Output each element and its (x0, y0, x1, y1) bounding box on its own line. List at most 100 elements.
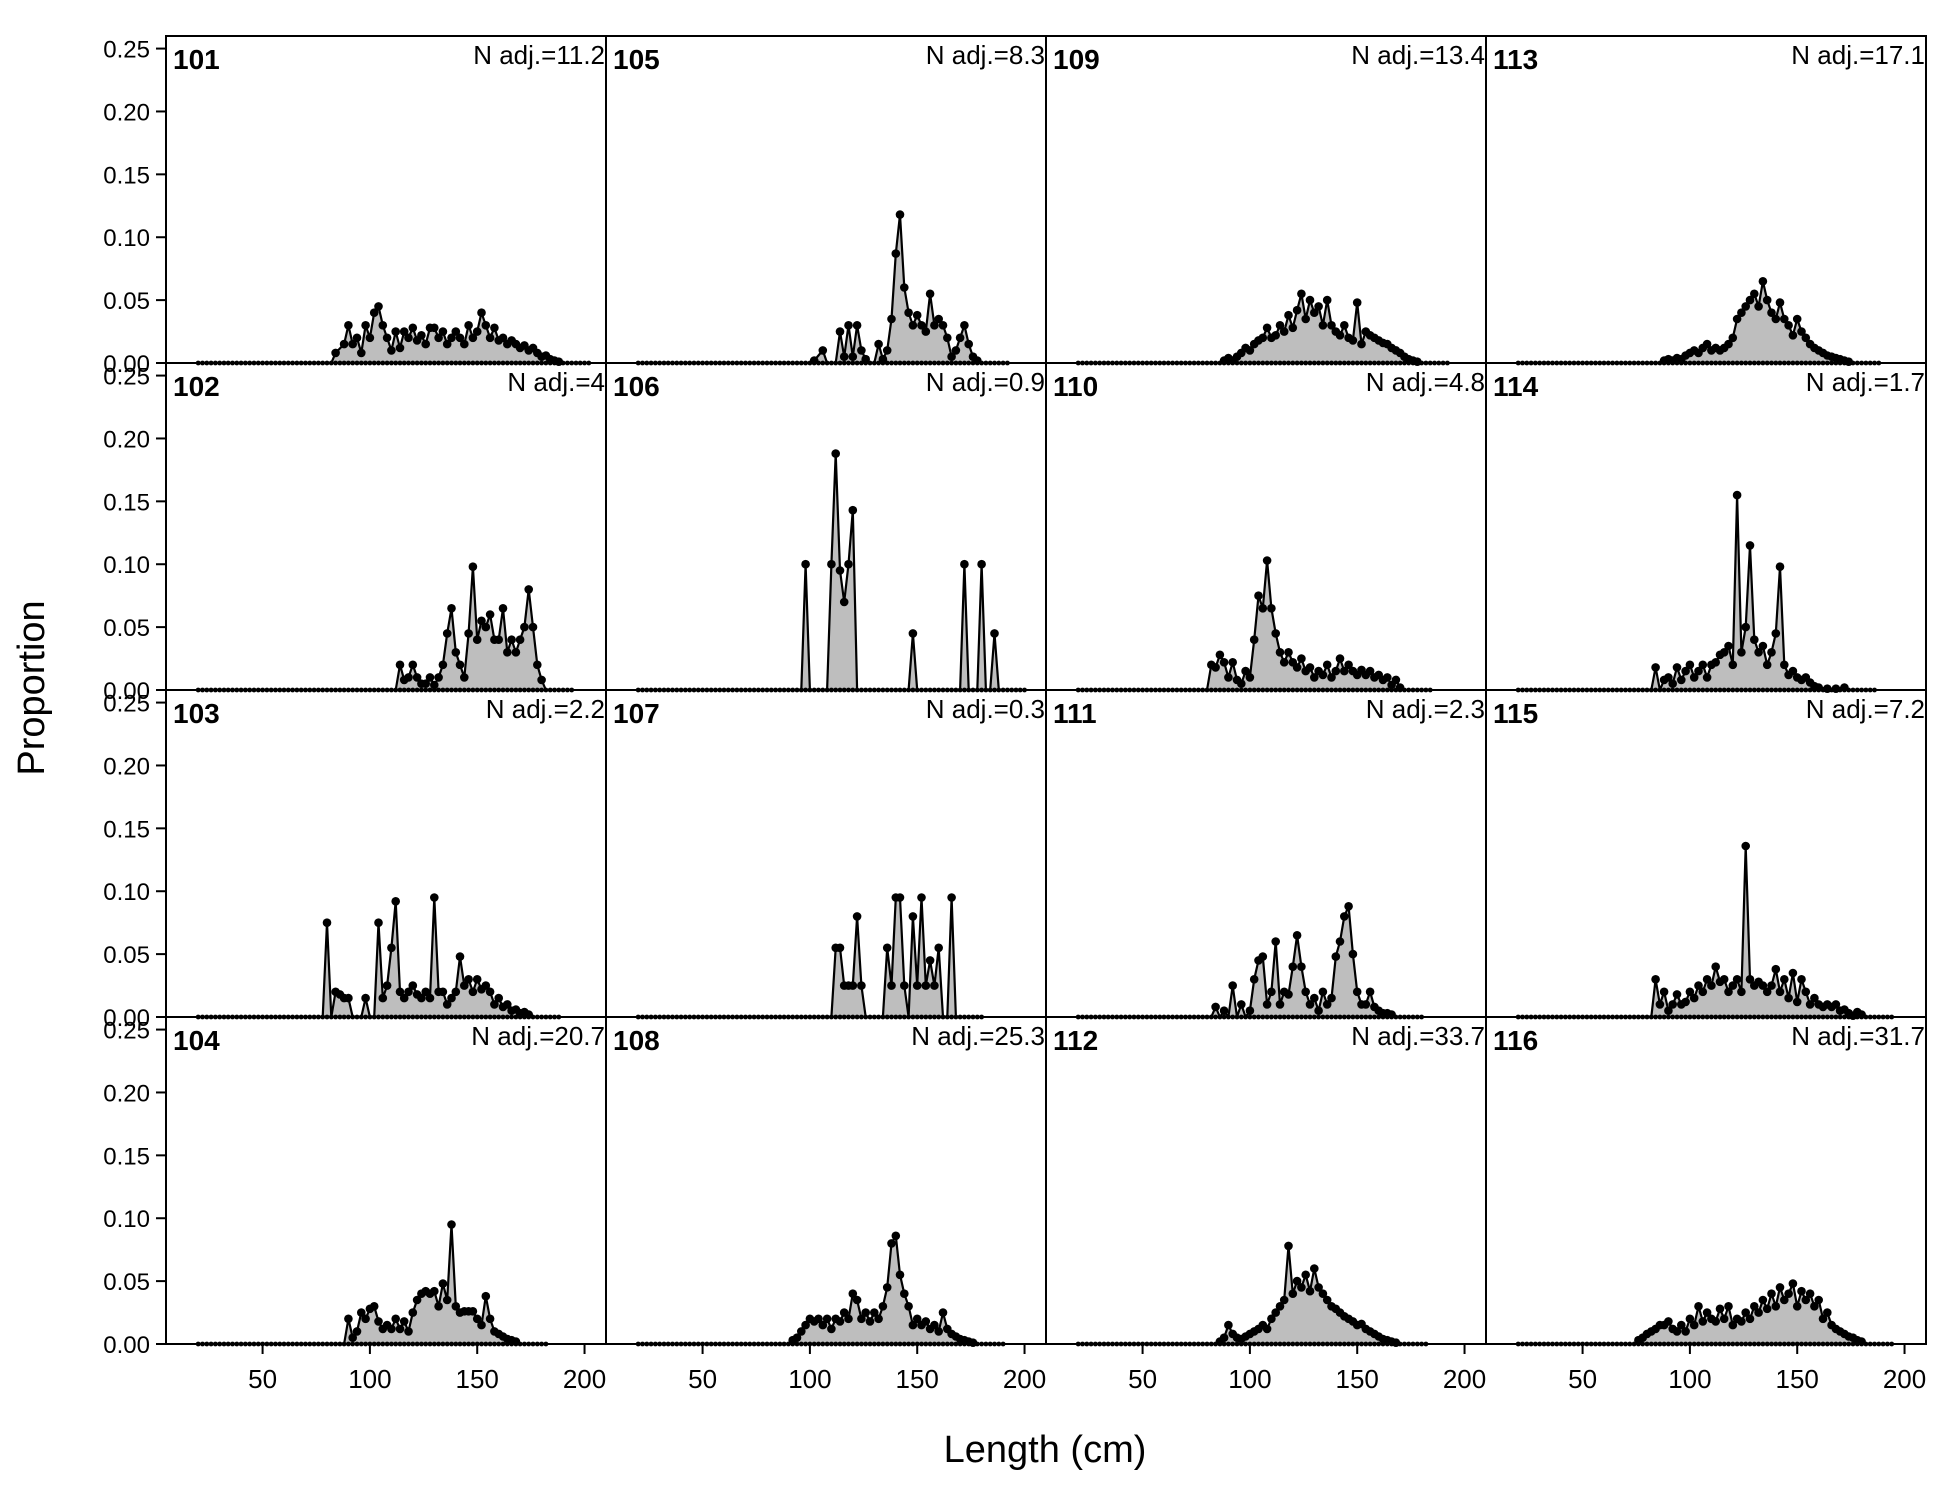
data-point (447, 333, 456, 343)
y-axis-title: Proportion (11, 600, 53, 775)
data-point (369, 308, 379, 318)
panel-label: 112 (1053, 1025, 1098, 1056)
data-points-109 (1219, 289, 1422, 367)
panel-annotation: N adj.=17.1 (1791, 40, 1925, 70)
data-point (848, 1289, 858, 1298)
data-point (1659, 987, 1669, 997)
data-point (1288, 323, 1298, 333)
data-point (839, 352, 849, 362)
data-point (1745, 975, 1755, 984)
data-point (382, 333, 392, 343)
data-point (1305, 295, 1315, 305)
data-point (1352, 298, 1362, 307)
data-point (460, 981, 469, 990)
panel-label: 104 (173, 1025, 220, 1056)
panel-annotation: N adj.=11.2 (473, 40, 605, 70)
data-point (481, 1291, 491, 1301)
data-point (835, 943, 845, 953)
panel-108: 108 N adj.=25.3 (605, 1016, 1047, 1347)
data-point (460, 339, 469, 349)
data-point (1719, 975, 1729, 984)
data-point (1771, 629, 1781, 638)
y-tick-label: 0.20 (103, 99, 150, 126)
data-point (1275, 648, 1285, 657)
data-point (1788, 666, 1798, 676)
data-point (1711, 658, 1720, 667)
panel-103: 103 N adj.=2.2 (165, 689, 607, 1020)
data-point (1801, 1295, 1811, 1305)
data-point (361, 321, 370, 330)
panel-frame-112 (1045, 1016, 1487, 1345)
panel-annotation: N adj.=1.7 (1806, 367, 1925, 397)
y-tick-label: 0.00 (103, 678, 150, 705)
data-point (404, 987, 413, 997)
data-point (1780, 314, 1789, 324)
x-axis-col-4: 50 100 150 200 (1568, 1344, 1926, 1394)
data-points-104 (344, 1220, 521, 1346)
data-point (930, 981, 939, 990)
data-point (1762, 295, 1772, 305)
x-tick-label: 150 (896, 1364, 939, 1394)
data-point (947, 352, 956, 362)
x-tick-label: 200 (1003, 1364, 1046, 1394)
data-point (438, 987, 448, 997)
x-tick-label: 150 (456, 1364, 499, 1394)
data-point (1651, 663, 1660, 672)
data-point (874, 339, 883, 349)
data-point (882, 943, 892, 953)
axes-layer: 0.000.050.100.150.200.250.000.050.100.15… (103, 37, 1926, 1394)
data-point (1271, 629, 1280, 638)
data-point (1719, 1314, 1729, 1324)
data-point (344, 1314, 353, 1324)
y-tick-label: 0.05 (103, 615, 150, 642)
data-point (472, 1314, 482, 1324)
data-point (472, 327, 482, 336)
data-point (1797, 1286, 1806, 1296)
data-point (1792, 1302, 1802, 1311)
panel-annotation: N adj.=4.8 (1366, 367, 1485, 397)
y-axis-row-4: 0.00 0.05 0.10 0.15 0.20 0.25 (103, 1018, 166, 1359)
data-point (1314, 1283, 1323, 1292)
data-point (503, 1000, 512, 1009)
data-point (408, 981, 418, 990)
data-point (1762, 1304, 1772, 1314)
panel-frame-115 (1485, 689, 1927, 1018)
data-point (408, 660, 418, 670)
data-point (1737, 648, 1746, 657)
data-point (908, 912, 918, 921)
area-fill-111 (1078, 906, 1396, 1017)
data-point (960, 559, 969, 569)
panel-106: 106 N adj.=0.9 (605, 362, 1047, 693)
data-point (434, 1302, 443, 1311)
data-point (485, 333, 495, 343)
data-point (938, 321, 948, 330)
y-tick-label: 0.25 (103, 364, 150, 391)
data-point (839, 597, 849, 607)
data-point (378, 321, 388, 330)
data-point (1698, 987, 1708, 997)
panel-annotation: N adj.=8.3 (926, 40, 1045, 70)
data-point (1249, 635, 1259, 644)
data-point (451, 648, 461, 657)
data-point (387, 346, 396, 355)
data-point (1715, 1304, 1725, 1314)
y-tick-label: 0.05 (103, 1269, 150, 1296)
data-point (494, 635, 504, 644)
data-point (1245, 346, 1255, 355)
panel-label: 116 (1493, 1025, 1538, 1056)
y-axis-row-3: 0.00 0.05 0.10 0.15 0.20 0.25 (103, 691, 166, 1032)
data-point (1698, 660, 1708, 670)
data-point (990, 629, 999, 638)
data-point (934, 314, 943, 324)
data-point (947, 893, 956, 902)
data-point (421, 987, 431, 997)
data-point (1788, 968, 1798, 978)
data-points-108 (788, 1231, 978, 1347)
data-point (524, 585, 533, 594)
data-point (1758, 1295, 1768, 1305)
data-point (1391, 1338, 1401, 1347)
data-points-102 (395, 562, 546, 690)
data-point (404, 673, 413, 682)
data-point (1810, 1302, 1819, 1311)
data-point (1318, 321, 1328, 330)
